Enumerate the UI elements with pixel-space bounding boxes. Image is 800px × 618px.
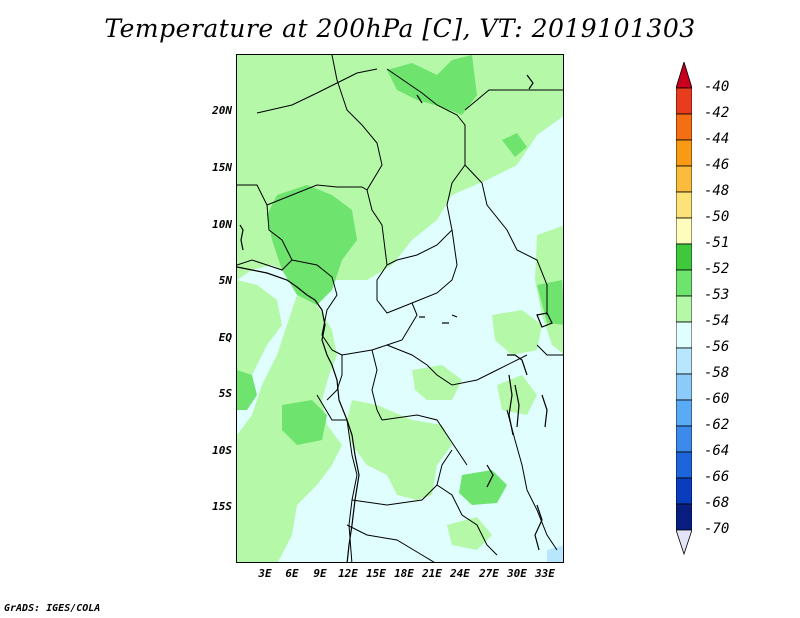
x-tick-label: 30E — [507, 567, 527, 580]
y-tick-label: EQ — [218, 331, 232, 344]
colorbar-label: -42 — [704, 105, 730, 121]
x-tick-label: 6E — [285, 567, 299, 580]
colorbar-swatch — [675, 191, 693, 219]
coastline — [237, 74, 553, 562]
y-tick-label: 10N — [212, 218, 232, 231]
x-tick-label: 18E — [394, 567, 414, 580]
colorbar-label: -68 — [704, 495, 730, 511]
colorbar-swatch — [675, 60, 693, 89]
colorbar-label: -70 — [704, 521, 730, 537]
colorbar-swatch — [675, 503, 693, 531]
x-tick-label: 9E — [313, 567, 327, 580]
colorbar-swatch — [675, 529, 693, 556]
colorbar-label: -44 — [704, 131, 730, 147]
y-tick-label: 15S — [212, 500, 232, 513]
y-tick-label: 15N — [212, 161, 232, 174]
colorbar-label: -48 — [704, 183, 730, 199]
colorbar-label: -54 — [704, 313, 730, 329]
x-tick-label: 12E — [338, 567, 358, 580]
colorbar-label: -51 — [704, 235, 730, 251]
colorbar-swatch — [675, 217, 693, 245]
colorbar-swatch — [675, 295, 693, 323]
colorbar-label: -64 — [704, 443, 730, 459]
colorbar-swatch — [675, 347, 693, 375]
colorbar-label: -40 — [704, 79, 730, 95]
x-tick-label: 3E — [258, 567, 272, 580]
y-tick-label: 20N — [212, 104, 232, 117]
colorbar-label: -50 — [704, 209, 730, 225]
colorbar-swatch — [675, 269, 693, 297]
colorbar-label: -66 — [704, 469, 730, 485]
colorbar-label: -46 — [704, 157, 730, 173]
colorbar-swatch — [675, 113, 693, 141]
colorbar — [675, 60, 693, 558]
x-tick-label: 27E — [479, 567, 499, 580]
chart-title: Temperature at 200hPa [C], VT: 201910130… — [104, 14, 696, 43]
colorbar-swatch — [675, 451, 693, 479]
x-tick-label: 33E — [535, 567, 555, 580]
colorbar-swatch — [675, 165, 693, 193]
colorbar-swatch — [675, 477, 693, 505]
y-tick-label: 5N — [218, 274, 232, 287]
field-minus-56 — [547, 545, 563, 562]
colorbar-label: -62 — [704, 417, 730, 433]
y-tick-label: 5S — [218, 387, 232, 400]
colorbar-label: -52 — [704, 261, 730, 277]
y-tick-label: 10S — [212, 444, 232, 457]
field-minus-53 — [237, 55, 563, 562]
colorbar-swatch — [675, 87, 693, 115]
colorbar-label: -60 — [704, 391, 730, 407]
colorbar-swatch — [675, 139, 693, 167]
colorbar-swatch — [675, 243, 693, 271]
country-borders — [237, 55, 563, 562]
colorbar-swatch — [675, 373, 693, 401]
colorbar-label: -53 — [704, 287, 730, 303]
colorbar-label: -58 — [704, 365, 730, 381]
x-tick-label: 24E — [450, 567, 470, 580]
x-tick-label: 15E — [366, 567, 386, 580]
x-tick-label: 21E — [422, 567, 442, 580]
field-minus-52 — [237, 55, 563, 505]
map-panel — [236, 54, 564, 563]
colorbar-swatch — [675, 399, 693, 427]
colorbar-swatches — [675, 60, 693, 556]
temperature-field — [237, 55, 563, 562]
grads-credit: GrADS: IGES/COLA — [4, 603, 101, 614]
colorbar-swatch — [675, 321, 693, 349]
colorbar-label: -56 — [704, 339, 730, 355]
colorbar-swatch — [675, 425, 693, 453]
